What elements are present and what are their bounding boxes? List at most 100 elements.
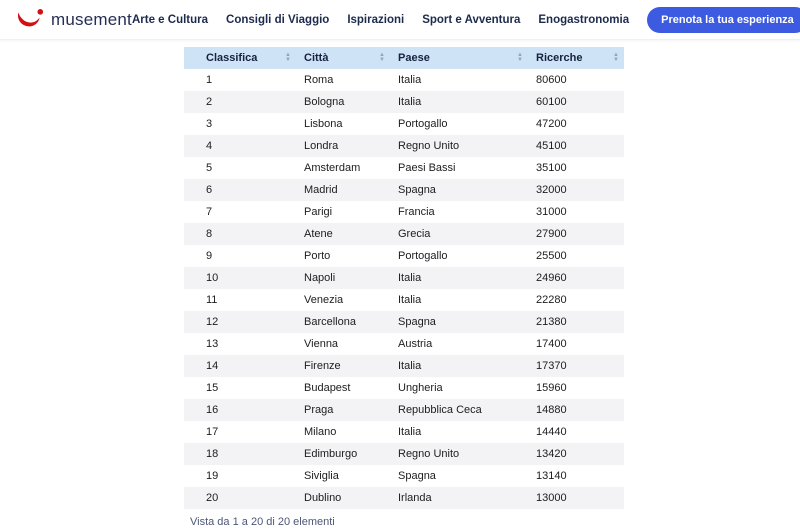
- musement-smile-icon: [17, 9, 44, 27]
- table-row: 16 Praga Repubblica Ceca 14880: [184, 399, 624, 421]
- cell-citta: Dublino: [304, 492, 342, 504]
- column-header-label: Città: [304, 52, 329, 64]
- table-row: 10 Napoli Italia 24960: [184, 267, 624, 289]
- column-header-classifica[interactable]: Classifica ▲ ▼: [184, 47, 296, 69]
- column-header-citta[interactable]: Città ▲ ▼: [296, 47, 390, 69]
- cell-classifica: 10: [206, 272, 219, 284]
- table-row: 1 Roma Italia 80600: [184, 69, 624, 91]
- cell-paese: Regno Unito: [398, 140, 460, 152]
- table-row: 17 Milano Italia 14440: [184, 421, 624, 443]
- cell-classifica: 11: [206, 294, 218, 306]
- table-row: 12 Barcellona Spagna 21380: [184, 311, 624, 333]
- column-header-label: Paese: [398, 52, 430, 64]
- cell-ricerche: 24960: [536, 272, 567, 284]
- table-row: 19 Siviglia Spagna 13140: [184, 465, 624, 487]
- cell-paese: Ungheria: [398, 382, 443, 394]
- cell-citta: Madrid: [304, 184, 338, 196]
- table-row: 5 Amsterdam Paesi Bassi 35100: [184, 157, 624, 179]
- cell-ricerche: 13420: [536, 448, 567, 460]
- top-navigation-bar: musement Arte e Cultura Consigli di Viag…: [0, 0, 800, 40]
- cell-paese: Francia: [398, 206, 435, 218]
- cell-classifica: 16: [206, 404, 219, 416]
- cell-citta: Parigi: [304, 206, 333, 218]
- cell-ricerche: 47200: [536, 118, 567, 130]
- nav-item-arte-e-cultura[interactable]: Arte e Cultura: [131, 13, 209, 26]
- cell-paese: Austria: [398, 338, 433, 350]
- cell-paese: Irlanda: [398, 492, 432, 504]
- cell-citta: Milano: [304, 426, 337, 438]
- cell-citta: Siviglia: [304, 470, 339, 482]
- table-row: 18 Edimburgo Regno Unito 13420: [184, 443, 624, 465]
- cell-classifica: 18: [206, 448, 219, 460]
- cell-paese: Italia: [398, 294, 422, 306]
- cell-classifica: 3: [206, 118, 213, 130]
- cell-classifica: 17: [206, 426, 219, 438]
- cell-paese: Spagna: [398, 470, 436, 482]
- table-row: 9 Porto Portogallo 25500: [184, 245, 624, 267]
- cell-ricerche: 22280: [536, 294, 567, 306]
- city-rankings-section: Classifica ▲ ▼ Città ▲ ▼ Paese ▲ ▼: [184, 47, 624, 528]
- main-nav: Arte e Cultura Consigli di Viaggio Ispir…: [131, 6, 800, 33]
- table-row: 8 Atene Grecia 27900: [184, 223, 624, 245]
- cell-classifica: 6: [206, 184, 213, 196]
- table-row: 13 Vienna Austria 17400: [184, 333, 624, 355]
- cell-classifica: 7: [206, 206, 213, 218]
- cell-ricerche: 13140: [536, 470, 567, 482]
- nav-item-ispirazioni[interactable]: Ispirazioni: [347, 13, 405, 26]
- city-rankings-table: Classifica ▲ ▼ Città ▲ ▼ Paese ▲ ▼: [184, 47, 624, 509]
- table-row: 11 Venezia Italia 22280: [184, 289, 624, 311]
- nav-item-enogastronomia[interactable]: Enogastronomia: [538, 13, 630, 26]
- cell-ricerche: 32000: [536, 184, 567, 196]
- cell-classifica: 12: [206, 316, 219, 328]
- cell-ricerche: 25500: [536, 250, 567, 262]
- cell-paese: Portogallo: [398, 250, 448, 262]
- sort-icon[interactable]: ▲ ▼: [517, 52, 523, 63]
- cell-paese: Italia: [398, 74, 422, 86]
- cell-paese: Grecia: [398, 228, 431, 240]
- cell-citta: Amsterdam: [304, 162, 361, 174]
- sort-icon[interactable]: ▲ ▼: [379, 52, 385, 63]
- cell-citta: Firenze: [304, 360, 341, 372]
- cell-citta: Bologna: [304, 96, 345, 108]
- cell-paese: Portogallo: [398, 118, 448, 130]
- cell-classifica: 9: [206, 250, 213, 262]
- cell-paese: Italia: [398, 426, 422, 438]
- cell-classifica: 15: [206, 382, 219, 394]
- column-header-label: Ricerche: [536, 52, 583, 64]
- cell-ricerche: 15960: [536, 382, 567, 394]
- table-row: 6 Madrid Spagna 32000: [184, 179, 624, 201]
- cell-ricerche: 27900: [536, 228, 567, 240]
- nav-item-sport-e-avventura[interactable]: Sport e Avventura: [422, 13, 521, 26]
- cell-classifica: 14: [206, 360, 219, 372]
- column-header-ricerche[interactable]: Ricerche ▲ ▼: [528, 47, 624, 69]
- column-header-label: Classifica: [206, 52, 258, 64]
- logo[interactable]: musement: [16, 8, 132, 31]
- cell-ricerche: 21380: [536, 316, 567, 328]
- cell-citta: Vienna: [304, 338, 339, 350]
- cell-ricerche: 13000: [536, 492, 567, 504]
- cell-ricerche: 60100: [536, 96, 567, 108]
- nav-item-consigli-di-viaggio[interactable]: Consigli di Viaggio: [226, 13, 330, 26]
- cell-ricerche: 35100: [536, 162, 567, 174]
- cell-paese: Paesi Bassi: [398, 162, 456, 174]
- cell-paese: Italia: [398, 96, 422, 108]
- table-row: 3 Lisbona Portogallo 47200: [184, 113, 624, 135]
- cell-citta: Barcellona: [304, 316, 356, 328]
- cell-classifica: 19: [206, 470, 219, 482]
- cell-classifica: 20: [206, 492, 219, 504]
- table-row: 14 Firenze Italia 17370: [184, 355, 624, 377]
- cell-paese: Italia: [398, 360, 422, 372]
- table-row: 2 Bologna Italia 60100: [184, 91, 624, 113]
- sort-icon[interactable]: ▲ ▼: [613, 52, 619, 63]
- cell-classifica: 5: [206, 162, 213, 174]
- cell-ricerche: 17370: [536, 360, 567, 372]
- table-row: 7 Parigi Francia 31000: [184, 201, 624, 223]
- cell-ricerche: 31000: [536, 206, 567, 218]
- cell-citta: Venezia: [304, 294, 344, 306]
- sort-icon[interactable]: ▲ ▼: [285, 52, 291, 63]
- table-row: 4 Londra Regno Unito 45100: [184, 135, 624, 157]
- column-header-paese[interactable]: Paese ▲ ▼: [390, 47, 528, 69]
- table-row: 15 Budapest Ungheria 15960: [184, 377, 624, 399]
- book-experience-button[interactable]: Prenota la tua esperienza: [647, 6, 800, 33]
- cell-citta: Lisbona: [304, 118, 343, 130]
